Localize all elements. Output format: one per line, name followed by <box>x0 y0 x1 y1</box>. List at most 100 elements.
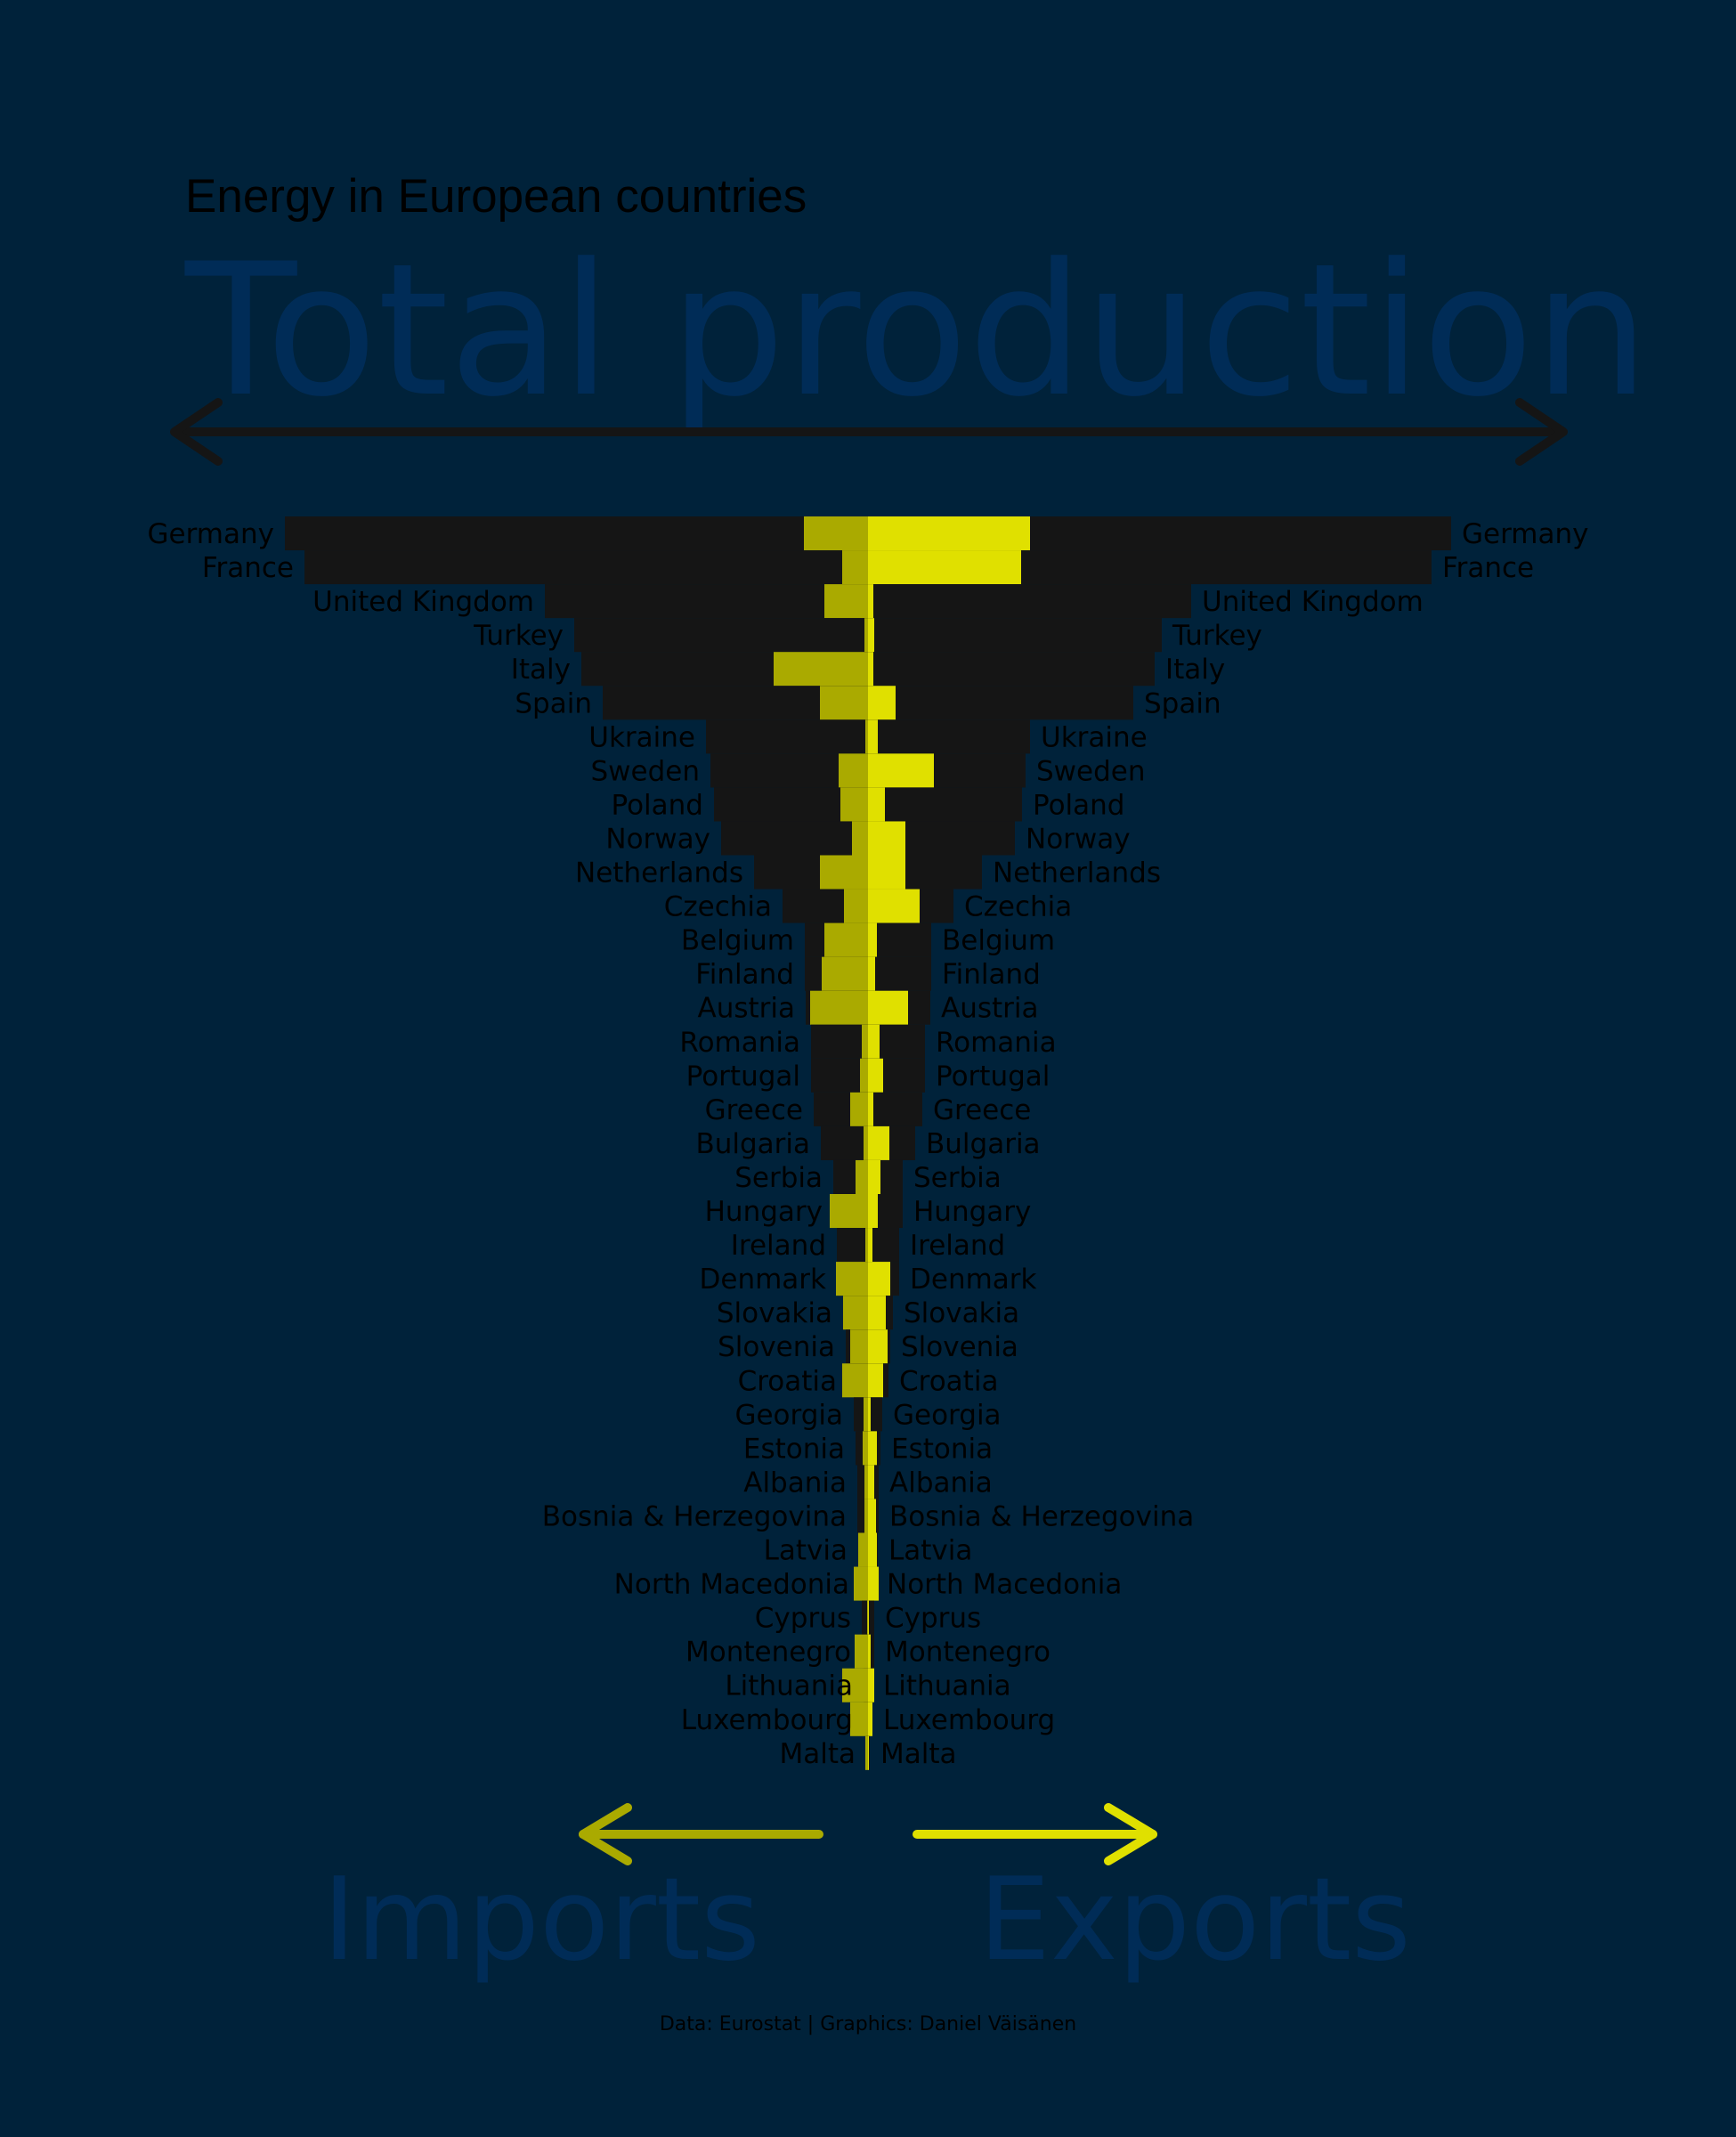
country-label-right-netherlands: Netherlands <box>993 857 1161 890</box>
chart-caption: Data: Eurostat | Graphics: Daniel Väisän… <box>660 2013 1076 2035</box>
country-label-left-france: France <box>202 552 294 584</box>
imports-bar-poland <box>840 787 868 822</box>
imports-bar-ireland <box>865 1228 868 1263</box>
exports-arrow <box>913 1803 1157 1865</box>
country-label-right-albania: Albania <box>889 1467 993 1499</box>
country-label-right-norway: Norway <box>1026 823 1131 855</box>
exports-bar-latvia <box>868 1532 877 1567</box>
country-label-left-north-macedonia: North Macedonia <box>614 1569 849 1601</box>
country-label-left-latvia: Latvia <box>764 1535 848 1567</box>
exports-bar-malta <box>868 1735 869 1770</box>
exports-bar-denmark <box>868 1262 890 1296</box>
imports-bar-denmark <box>836 1262 868 1296</box>
country-label-left-lithuania: Lithuania <box>725 1670 853 1702</box>
bars-group <box>285 516 1451 1770</box>
country-label-right-north-macedonia: North Macedonia <box>887 1569 1122 1601</box>
country-label-right-sweden: Sweden <box>1036 755 1146 787</box>
exports-bar-lithuania <box>868 1668 874 1702</box>
country-label-left-turkey: Turkey <box>473 620 564 652</box>
exports-bar-portugal <box>868 1058 883 1093</box>
country-label-right-bulgaria: Bulgaria <box>926 1128 1041 1160</box>
country-label-left-romania: Romania <box>679 1027 800 1059</box>
country-label-left-norway: Norway <box>605 823 710 855</box>
exports-bar-montenegro <box>868 1634 871 1669</box>
imports-bar-luxembourg <box>850 1702 868 1736</box>
imports-bar-bulgaria <box>864 1125 868 1160</box>
country-label-right-ireland: Ireland <box>910 1230 1005 1262</box>
country-label-right-bosnia-and-herzegovina: Bosnia & Herzegovina <box>889 1500 1194 1532</box>
imports-bar-ukraine <box>865 719 868 754</box>
imports-bar-portugal <box>860 1058 868 1093</box>
country-label-left-bosnia-and-herzegovina: Bosnia & Herzegovina <box>542 1500 847 1532</box>
imports-bar-france <box>842 550 868 585</box>
imports-bar-slovakia <box>843 1296 868 1330</box>
exports-bar-france <box>868 550 1021 585</box>
country-label-right-czechia: Czechia <box>964 891 1072 923</box>
imports-bar-sweden <box>839 753 868 788</box>
exports-bar-slovakia <box>868 1296 886 1330</box>
country-label-right-ukraine: Ukraine <box>1041 721 1148 753</box>
country-label-right-spain: Spain <box>1144 687 1221 719</box>
exports-bar-ireland <box>868 1228 872 1263</box>
country-label-left-united-kingdom: United Kingdom <box>312 586 534 618</box>
exports-bar-finland <box>868 956 875 991</box>
country-label-left-spain: Spain <box>515 687 592 719</box>
country-label-right-austria: Austria <box>941 993 1039 1025</box>
country-label-left-austria: Austria <box>697 993 795 1025</box>
exports-bar-hungary <box>868 1194 878 1229</box>
chart-title: Total production <box>184 225 1650 437</box>
exports-bar-slovenia <box>868 1329 888 1364</box>
imports-bar-belgium <box>824 922 868 957</box>
imports-bar-germany <box>804 516 868 551</box>
imports-bar-lithuania <box>842 1668 868 1702</box>
country-label-right-denmark: Denmark <box>910 1264 1037 1296</box>
imports-bar-finland <box>822 956 868 991</box>
exports-bar-united-kingdom <box>868 584 873 619</box>
exports-bar-croatia <box>868 1363 883 1398</box>
imports-bar-serbia <box>856 1159 868 1194</box>
country-label-left-netherlands: Netherlands <box>575 857 743 890</box>
country-label-right-portugal: Portugal <box>936 1060 1050 1093</box>
imports-bar-bosnia-and-herzegovina <box>864 1499 868 1533</box>
exports-bar-albania <box>868 1465 874 1499</box>
exports-label: Exports <box>978 1854 1411 1987</box>
country-label-left-hungary: Hungary <box>705 1196 823 1228</box>
country-label-left-luxembourg: Luxembourg <box>681 1704 853 1736</box>
imports-bar-czechia <box>844 889 868 923</box>
exports-bar-italy <box>868 652 873 687</box>
country-label-left-ukraine: Ukraine <box>588 721 695 753</box>
country-label-left-portugal: Portugal <box>686 1060 800 1093</box>
exports-bar-greece <box>868 1092 873 1126</box>
country-label-left-georgia: Georgia <box>734 1399 843 1431</box>
country-label-right-cyprus: Cyprus <box>885 1603 981 1635</box>
imports-bar-greece <box>850 1092 868 1126</box>
country-label-left-italy: Italy <box>511 654 571 686</box>
country-label-left-serbia: Serbia <box>734 1162 823 1194</box>
exports-bar-germany <box>868 516 1030 551</box>
exports-bar-austria <box>868 990 908 1025</box>
country-label-right-montenegro: Montenegro <box>885 1637 1051 1669</box>
exports-bar-luxembourg <box>868 1702 872 1736</box>
exports-bar-belgium <box>868 922 877 957</box>
exports-bar-romania <box>868 1024 880 1059</box>
imports-arrow-head <box>579 1803 632 1865</box>
imports-label: Imports <box>322 1854 760 1987</box>
country-label-left-albania: Albania <box>743 1467 847 1499</box>
country-label-right-slovakia: Slovakia <box>904 1297 1019 1329</box>
imports-bar-estonia <box>863 1431 868 1466</box>
country-label-left-czechia: Czechia <box>664 891 772 923</box>
exports-bar-north-macedonia <box>868 1566 879 1601</box>
imports-bar-turkey <box>864 618 868 653</box>
exports-bar-netherlands <box>868 855 905 890</box>
country-label-left-denmark: Denmark <box>700 1264 827 1296</box>
exports-bar-bulgaria <box>868 1125 889 1160</box>
exports-bar-bosnia-and-herzegovina <box>868 1499 876 1533</box>
country-label-right-georgia: Georgia <box>893 1399 1002 1431</box>
exports-bar-ukraine <box>868 719 878 754</box>
imports-bar-spain <box>820 686 868 720</box>
country-label-right-malta: Malta <box>880 1738 957 1770</box>
imports-bar-malta <box>865 1735 868 1770</box>
imports-bar-norway <box>852 821 868 856</box>
